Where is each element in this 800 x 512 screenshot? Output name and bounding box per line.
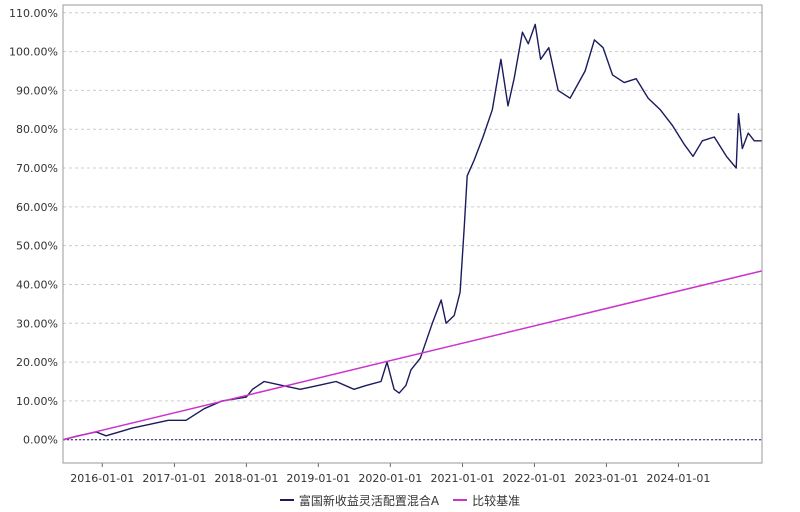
y-axis: 0.00% 10.00% 20.00% 30.00% 40.00% 50.00% 60.00…: [9, 7, 58, 447]
legend-label-fund: 富国新收益灵活配置混合A: [298, 493, 440, 508]
y-tick-label: 0.00%: [23, 434, 58, 447]
plot-border: [62, 4, 763, 464]
legend-swatch-benchmark: [453, 499, 468, 501]
y-tick-label: 100.00%: [9, 46, 58, 59]
y-tick-label: 70.00%: [16, 162, 58, 175]
y-tick-label: 110.00%: [9, 7, 58, 20]
x-tick-label: 2024-01-01: [646, 472, 710, 485]
y-tick-label: 30.00%: [16, 317, 58, 330]
chart: 0.00% 10.00% 20.00% 30.00% 40.00% 50.00% 60.00…: [0, 0, 800, 490]
grid: [63, 12, 762, 441]
series-line-benchmark: [62, 270, 763, 441]
legend-label-benchmark: 比较基准: [472, 493, 521, 508]
x-axis: 2016-01-01 2017-01-01 2018-01-01 2019-01-01…: [70, 463, 710, 485]
legend-item-fund[interactable]: 富国新收益灵活配置混合A: [279, 492, 440, 509]
x-tick-label: 2019-01-01: [286, 472, 350, 485]
y-tick-label: 80.00%: [16, 123, 58, 136]
x-tick-label: 2021-01-01: [431, 472, 495, 485]
x-tick-label: 2022-01-01: [502, 472, 566, 485]
y-tick-label: 40.00%: [16, 278, 58, 291]
x-tick-label: 2020-01-01: [358, 472, 422, 485]
y-tick-label: 50.00%: [16, 240, 58, 253]
legend-item-benchmark[interactable]: 比较基准: [453, 492, 520, 509]
x-tick-label: 2017-01-01: [142, 472, 206, 485]
y-tick-label: 90.00%: [16, 84, 58, 97]
legend: 富国新收益灵活配置混合A 比较基准: [0, 490, 800, 510]
series-layer: [62, 23, 763, 441]
x-tick-label: 2016-01-01: [70, 472, 134, 485]
x-tick-label: 2018-01-01: [214, 472, 278, 485]
y-tick-label: 10.00%: [16, 395, 58, 408]
y-tick-label: 60.00%: [16, 201, 58, 214]
x-tick-label: 2023-01-01: [574, 472, 638, 485]
chart-background: [0, 0, 800, 490]
y-tick-label: 20.00%: [16, 356, 58, 369]
series-line-fund: [62, 23, 762, 441]
legend-swatch-fund: [279, 499, 294, 501]
